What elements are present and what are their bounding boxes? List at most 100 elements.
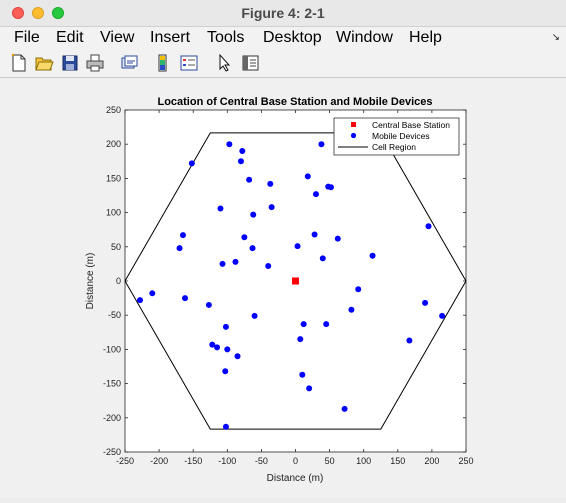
y-tick-label: -50 [108, 310, 121, 320]
mobile-device-point [234, 353, 241, 360]
minimize-window-button[interactable] [32, 7, 44, 19]
x-tick-label: -250 [116, 456, 134, 466]
mobile-device-point [246, 176, 253, 183]
mobile-device-point [300, 321, 307, 328]
save-icon[interactable] [60, 53, 80, 73]
menu-dock-arrow-icon[interactable]: ↘ [551, 32, 560, 43]
x-tick-label: 200 [424, 456, 439, 466]
new-figure-icon[interactable] [9, 53, 29, 73]
mobile-device-point [249, 245, 256, 252]
y-axis-label: Distance (m) [85, 253, 96, 310]
mobile-device-point [348, 306, 355, 313]
x-tick-label: 150 [390, 456, 405, 466]
y-tick-label: 50 [111, 242, 121, 252]
mobile-device-point [334, 235, 341, 242]
mobile-device-point [422, 299, 429, 306]
window-titlebar[interactable]: Figure 4: 2-1 [0, 0, 566, 27]
mobile-device-point [188, 160, 195, 167]
cell-region-line [124, 132, 467, 430]
mobile-device-point [294, 243, 301, 250]
mobile-device-point [137, 297, 144, 304]
chart-legend[interactable]: Central Base Station Mobile Devices Cell… [333, 117, 460, 156]
x-tick-label: -150 [184, 456, 202, 466]
maximize-window-button[interactable] [52, 7, 64, 19]
mobile-device-point [232, 258, 239, 265]
menu-bar: File Edit View Insert Tools Desktop Wind… [0, 27, 566, 49]
mobile-device-point [267, 180, 274, 187]
mobile-device-point [297, 336, 304, 343]
mobile-device-point [222, 323, 229, 330]
y-tick-label: -250 [103, 447, 121, 457]
print-icon[interactable] [85, 53, 105, 73]
mobile-device-point [226, 141, 233, 148]
y-tick-label: 0 [116, 276, 121, 286]
mobile-device-point [219, 260, 226, 267]
mobile-device-point [176, 245, 183, 252]
window-title: Figure 4: 2-1 [241, 5, 325, 21]
link-figure-icon[interactable] [119, 53, 139, 73]
mobile-device-point [149, 290, 156, 297]
mobile-device-point [222, 368, 229, 375]
chart-title: Location of Central Base Station and Mob… [157, 96, 432, 108]
mobile-device-point [425, 223, 432, 230]
figure-canvas: -250 -200 -150 -100 -50 0 50 100 150 200 250 -250 -2… [0, 78, 566, 498]
x-axis-label: Distance (m) [267, 473, 324, 484]
mobile-device-point [299, 371, 306, 378]
scatter-chart: -250 -200 -150 -100 -50 0 50 100 150 200 250 -250 -2… [85, 96, 474, 484]
menu-edit[interactable]: Edit [56, 29, 84, 46]
y-tick-label: 100 [106, 208, 121, 218]
y-tick-label: 150 [106, 173, 121, 183]
mobile-device-point [224, 346, 231, 353]
mobile-device-point [214, 344, 221, 351]
legend-label-mobile: Mobile Devices [372, 131, 430, 141]
menu-desktop[interactable]: Desktop [263, 29, 322, 46]
mobile-device-point [251, 312, 258, 319]
menu-tools[interactable]: Tools [207, 29, 245, 46]
mobile-device-point [209, 341, 216, 348]
x-tick-label: 250 [458, 456, 473, 466]
figure-toolbar [0, 49, 566, 78]
menu-window[interactable]: Window [336, 29, 393, 46]
mobile-device-point [323, 321, 330, 328]
menu-help[interactable]: Help [409, 29, 442, 46]
mobile-device-point [406, 337, 413, 344]
close-window-button[interactable] [12, 7, 24, 19]
mobile-device-point [182, 295, 189, 302]
mobile-device-point [205, 301, 212, 308]
mobile-device-point [222, 423, 229, 430]
central-base-station-marker [292, 277, 299, 285]
mobile-device-point [312, 191, 319, 198]
pointer-icon[interactable] [215, 53, 235, 73]
mobile-device-point [237, 158, 244, 165]
x-tick-label: 100 [356, 456, 371, 466]
menu-file[interactable]: File [14, 29, 40, 46]
open-file-icon[interactable] [34, 53, 54, 73]
mobile-device-point [355, 286, 362, 293]
x-tick-label: -200 [150, 456, 168, 466]
mobile-device-point [265, 262, 272, 269]
y-tick-label: 250 [106, 105, 121, 115]
legend-label-cell: Cell Region [372, 142, 416, 152]
legend-base-station-marker [351, 122, 356, 127]
mobile-device-point [241, 234, 248, 241]
mobile-device-point [250, 211, 257, 218]
mobile-device-point [439, 312, 446, 319]
colorbar-icon[interactable] [153, 53, 173, 73]
x-tick-label: 50 [325, 456, 335, 466]
mobile-device-point [268, 204, 275, 211]
mobile-device-point [369, 252, 376, 259]
property-inspector-icon[interactable] [240, 53, 260, 73]
mobile-device-point [318, 141, 325, 148]
menu-insert[interactable]: Insert [150, 29, 191, 46]
legend-label-base-station: Central Base Station [372, 120, 450, 130]
legend-icon[interactable] [179, 53, 199, 73]
menu-view[interactable]: View [100, 29, 135, 46]
mobile-device-point [327, 184, 334, 191]
y-tick-label: -100 [103, 344, 121, 354]
y-tick-label: -200 [103, 413, 121, 423]
x-tick-label: 0 [293, 456, 298, 466]
x-tick-label: -100 [218, 456, 236, 466]
legend-mobile-marker [350, 132, 357, 139]
mobile-device-point [179, 232, 186, 239]
mobile-device-point [304, 173, 311, 180]
